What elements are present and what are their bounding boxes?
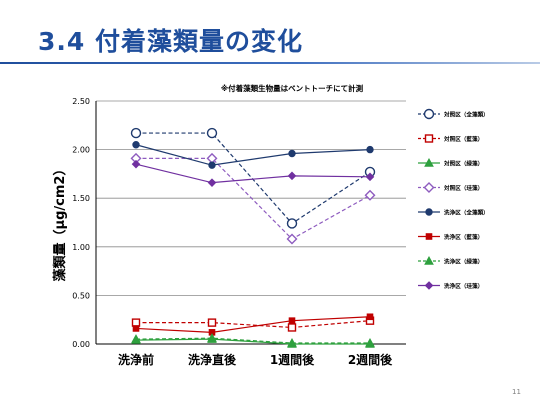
series-line <box>135 338 370 345</box>
series-1 <box>130 127 376 229</box>
data-point <box>206 127 218 139</box>
series-line <box>136 132 371 225</box>
data-point <box>366 313 374 321</box>
x-tick-label: 洗浄前 <box>118 352 154 367</box>
series-8 <box>131 159 375 187</box>
y-tick-label: 2.50 <box>72 97 90 106</box>
legend-marker <box>424 255 434 265</box>
data-point <box>286 233 298 245</box>
series-line <box>136 320 371 329</box>
data-point <box>208 161 216 169</box>
data-point <box>131 334 141 343</box>
data-point <box>130 127 142 139</box>
legend-item: 対照区（珪藻） <box>418 182 483 193</box>
legend-item: 対照区（全藻類） <box>418 108 489 120</box>
series-line <box>136 157 371 240</box>
data-point <box>286 218 298 229</box>
legend-item: 洗浄区（珪藻） <box>418 281 483 290</box>
data-point <box>132 141 140 149</box>
data-point <box>288 317 296 324</box>
y-tick-labels: 0.00 0.50 1.00 1.50 2.00 2.50 <box>72 97 90 349</box>
series-4 <box>130 152 376 245</box>
legend-label: 洗浄区（藍藻） <box>444 233 483 241</box>
series-2 <box>131 316 375 332</box>
chart-note: ※付着藻類生物量はベントトーチにて計測 <box>221 83 364 93</box>
data-point <box>288 149 296 158</box>
legend-item: 洗浄区（藍藻） <box>418 233 483 241</box>
axes <box>95 101 406 345</box>
legend-item: 洗浄区（緑藻） <box>418 255 483 266</box>
y-tick-label: 2.00 <box>72 146 90 155</box>
grid-lines <box>96 100 406 345</box>
legend-item: 対照区（藍藻） <box>418 134 483 143</box>
legend-marker <box>425 208 433 216</box>
x-tick-label: 1週間後 <box>270 352 315 367</box>
data-point <box>364 189 376 201</box>
y-axis-label: 藻類量（μg/cm2） <box>52 163 68 282</box>
series-line <box>135 163 371 184</box>
data-point <box>287 171 297 181</box>
page-number: 11 <box>512 388 521 396</box>
data-point <box>131 318 141 327</box>
legend-label: 洗浄区（全藻類） <box>444 209 489 217</box>
legend-label: 対照区（全藻類） <box>443 111 489 119</box>
legend: 対照区（全藻類） 対照区（藍藻） 対照区（緑藻） 対照区（珪藻） 洗浄区（全藻類） 洗浄区… <box>418 108 489 290</box>
series-7 <box>131 333 375 347</box>
x-tick-label: 2週間後 <box>348 352 393 367</box>
data-point <box>365 337 375 347</box>
data-point <box>366 145 374 154</box>
legend-item: 対照区（緑藻） <box>418 157 483 168</box>
series-line <box>135 144 371 166</box>
data-point <box>365 172 375 182</box>
data-point <box>131 159 141 169</box>
x-tick-labels: 洗浄前 洗浄直後 1週間後 2週間後 <box>118 352 393 367</box>
title-divider <box>0 62 540 64</box>
series-line <box>135 316 371 333</box>
legend-label: 洗浄区（珪藻） <box>444 282 483 290</box>
legend-label: 洗浄区（緑藻） <box>444 258 483 266</box>
legend-marker <box>423 108 435 120</box>
legend-marker <box>425 233 433 240</box>
legend-marker <box>424 134 434 143</box>
legend-marker <box>423 182 435 193</box>
series-line <box>135 337 370 344</box>
x-tick-label: 洗浄直後 <box>188 352 237 367</box>
data-point <box>207 318 217 327</box>
y-tick-label: 1.00 <box>72 243 90 252</box>
slide-title: 3.4 付着藻類量の変化 <box>38 27 303 56</box>
legend-label: 対照区（珪藻） <box>443 184 483 192</box>
legend-item: 洗浄区（全藻類） <box>418 208 489 217</box>
data-point <box>132 325 140 332</box>
y-tick-label: 0.00 <box>72 340 90 349</box>
series-5 <box>132 141 374 169</box>
y-tick-label: 1.50 <box>72 194 90 203</box>
legend-marker <box>424 281 434 290</box>
data-point <box>207 333 217 342</box>
legend-marker <box>424 157 434 167</box>
data-point <box>207 178 217 187</box>
data-point <box>287 337 297 347</box>
series-lines <box>130 127 376 348</box>
y-tick-label: 0.50 <box>72 291 90 300</box>
legend-label: 対照区（緑藻） <box>443 160 483 168</box>
data-point <box>287 323 297 332</box>
legend-label: 対照区（藍藻） <box>443 135 483 143</box>
